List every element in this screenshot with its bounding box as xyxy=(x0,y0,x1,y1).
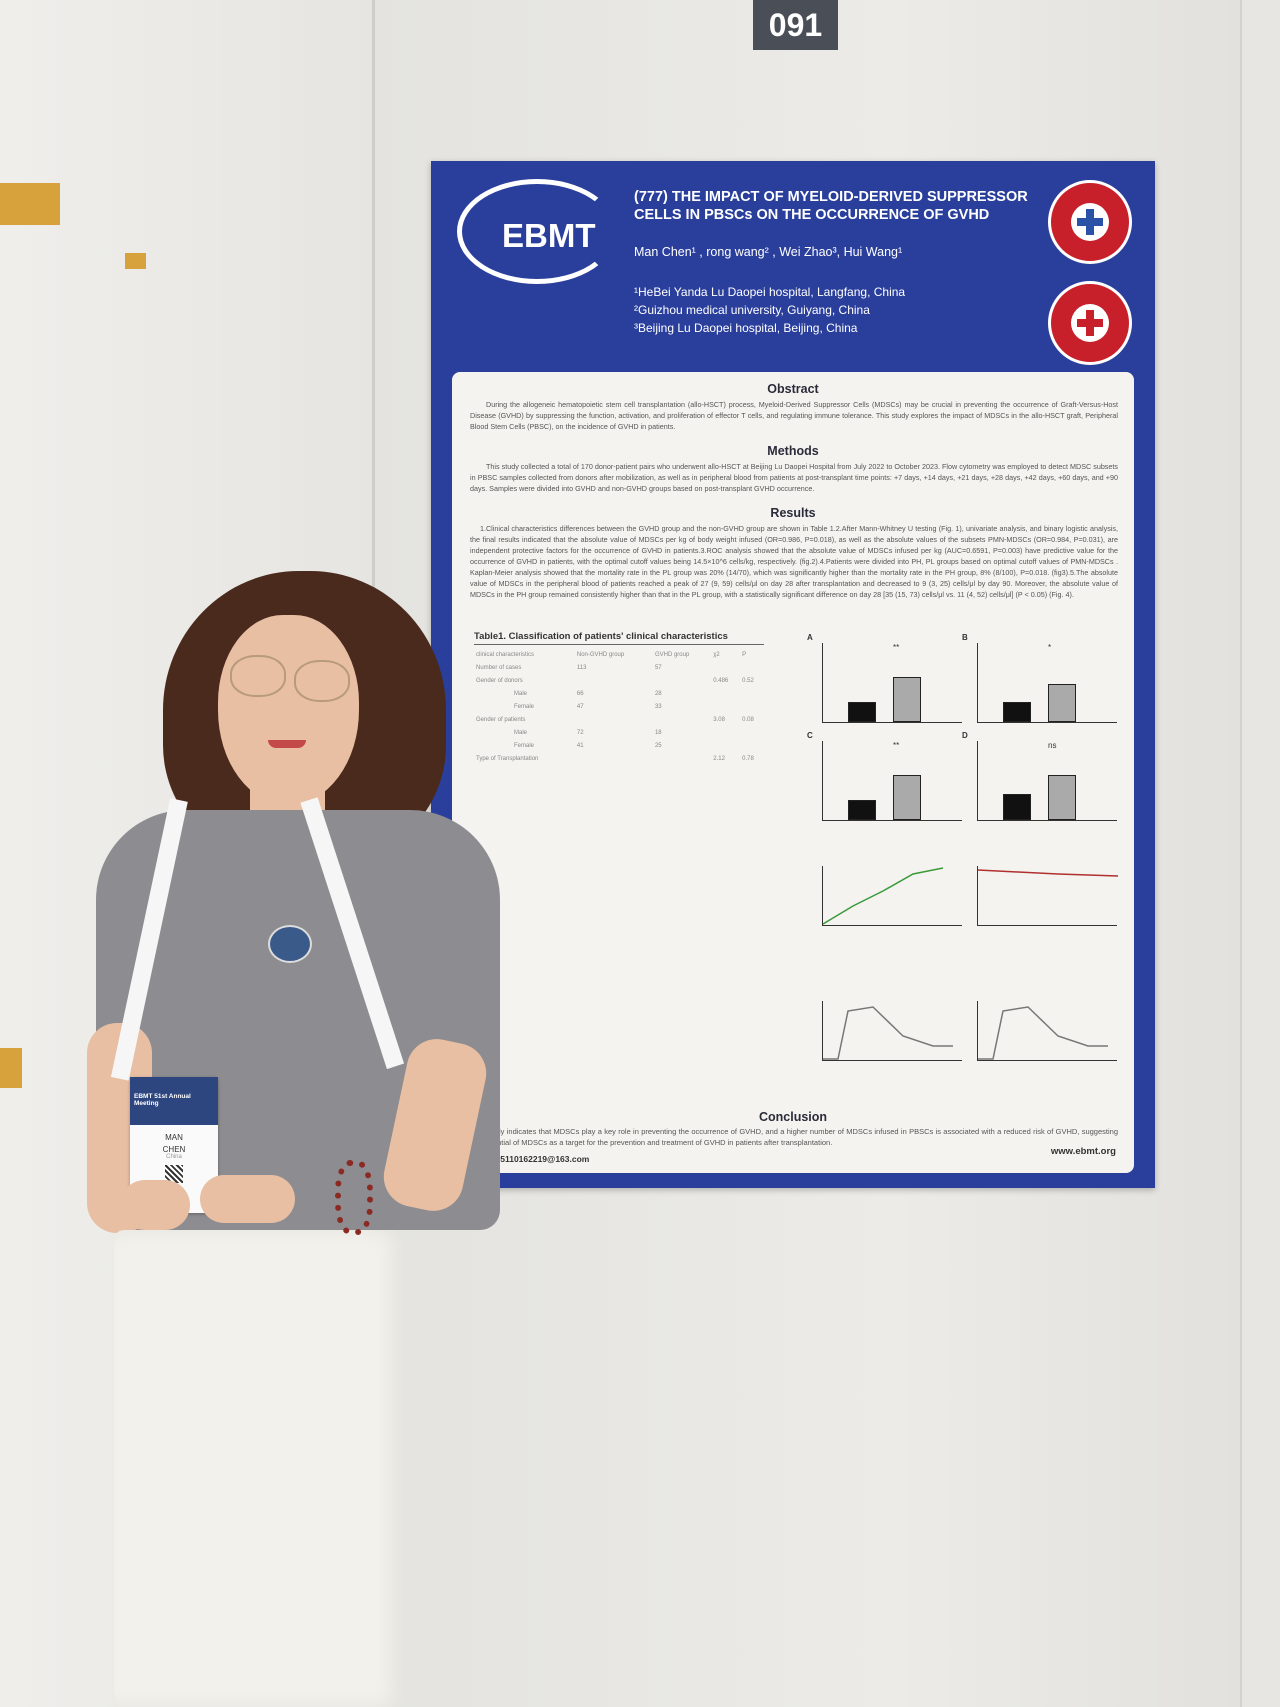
tape-mark xyxy=(0,1048,22,1088)
website-link: www.ebmt.org xyxy=(1050,1146,1116,1157)
clinical-characteristics-table: Table1. Classification of patients' clin… xyxy=(474,631,764,1091)
person-hand xyxy=(200,1175,295,1223)
person-smile xyxy=(268,740,306,748)
hospital-seal-icon xyxy=(1048,281,1132,365)
bar-chart-panel: B * xyxy=(962,633,1117,723)
chart-bar xyxy=(848,800,876,820)
poster-affiliations: ¹HeBei Yanda Lu Daopei hospital, Langfan… xyxy=(634,285,906,335)
line-chart-panel xyxy=(822,1001,962,1061)
glasses-icon xyxy=(230,655,286,697)
table-title: Table1. Classification of patients' clin… xyxy=(474,631,764,645)
chart-bar xyxy=(1003,702,1031,722)
table-row: Number of cases 113 57 xyxy=(476,664,662,671)
table-row: Gender of donors 0.486 0.52 xyxy=(476,677,754,684)
conclusion-text: This study indicates that MDSCs play a k… xyxy=(470,1127,1118,1147)
badge-event: EBMT 51st Annual Meeting xyxy=(130,1077,218,1125)
badge-first-name: MAN xyxy=(165,1133,183,1142)
poster-title: (777) THE IMPACT OF MYELOID-DERIVED SUPP… xyxy=(634,189,1028,223)
bar-chart-panel: A ** xyxy=(807,633,962,723)
chart-bar xyxy=(1003,794,1031,820)
chart-bar xyxy=(893,775,921,820)
person-white-pants xyxy=(114,1230,402,1707)
table-row: Male 66 28 xyxy=(514,690,662,697)
bar-chart-panel: C ** xyxy=(807,731,962,821)
abstract-text: During the allogeneic hematopoietic stem… xyxy=(470,400,1118,431)
chart-bar xyxy=(1048,775,1076,820)
table-row: Female 47 33 xyxy=(514,703,662,710)
table-row: Type of Transplantation 2.12 0.78 xyxy=(476,755,754,762)
poster-content-panel: Obstract During the allogeneic hematopoi… xyxy=(452,372,1134,1173)
line-chart-panel xyxy=(822,866,962,926)
methods-text: This study collected a total of 170 dono… xyxy=(470,462,1118,493)
table-header-row: clinical characteristics Non-GVHD group GV… xyxy=(476,651,747,658)
bracelet xyxy=(335,1160,373,1235)
abstract-heading: Obstract xyxy=(767,382,819,396)
survival-chart-panel xyxy=(977,866,1119,926)
table-row: Male 72 18 xyxy=(514,729,662,736)
tape-mark xyxy=(125,253,146,269)
results-heading: Results xyxy=(770,506,816,520)
person-face xyxy=(218,615,359,805)
chart-bar xyxy=(848,702,876,722)
glasses-icon xyxy=(294,660,350,702)
chart-bar xyxy=(1048,684,1076,722)
results-text: 1.Clinical characteristics differences b… xyxy=(470,524,1118,599)
qr-code-icon xyxy=(165,1165,183,1183)
chart-bar xyxy=(893,677,921,722)
badge-country: China xyxy=(166,1154,182,1160)
contact-email: Email:15110162219@163.com xyxy=(470,1154,590,1164)
tape-mark xyxy=(0,183,60,225)
poster-authors: Man Chen¹ , rong wang² , Wei Zhao³, Hui … xyxy=(634,245,903,259)
badge-last-name: CHEN xyxy=(162,1145,186,1154)
ebmt-logo: EBMT xyxy=(457,179,627,289)
table-row: Female 41 25 xyxy=(514,742,662,749)
conclusion-heading: Conclusion xyxy=(758,1110,828,1124)
methods-heading: Methods xyxy=(767,444,819,458)
ebmt-pin-icon xyxy=(268,925,312,963)
line-chart-panel xyxy=(977,1001,1117,1061)
hospital-seal-icon xyxy=(1048,180,1132,264)
table-row: Gender of patients 3.08 0.08 xyxy=(476,716,754,723)
research-poster: EBMT (777) THE IMPACT OF MYELOID-DERIVED… xyxy=(431,161,1155,1188)
person-hand xyxy=(120,1180,190,1230)
booth-number-sign: 091 xyxy=(753,0,838,50)
wall-right xyxy=(1240,0,1280,1707)
